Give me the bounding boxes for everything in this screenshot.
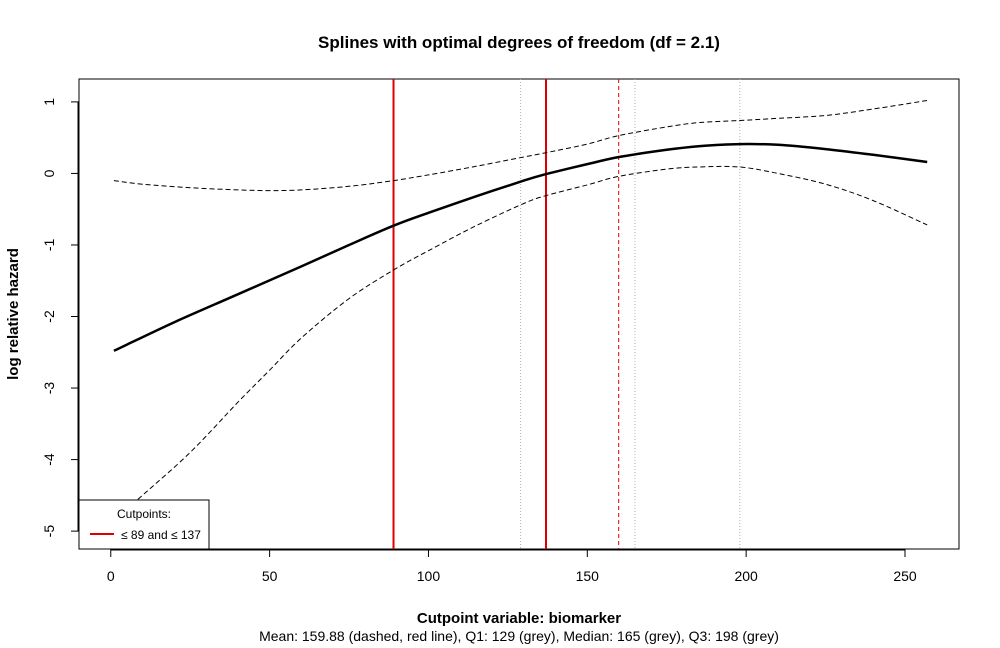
x-tick-label: 100 [417,568,441,584]
x-tick-label: 150 [576,568,600,584]
x-tick-label: 200 [734,568,758,584]
legend-title: Cutpoints: [117,507,171,521]
y-tick-label: -2 [41,310,57,323]
x-tick-label: 250 [893,568,917,584]
y-tick-label: 1 [41,98,57,106]
x-tick-label: 0 [107,568,115,584]
x-axis-subtitle: Mean: 159.88 (dashed, red line), Q1: 129… [259,628,779,644]
x-axis: 0 50 100 150 200 250 [107,549,917,584]
x-tick-label: 50 [262,568,278,584]
y-axis: 1 0 -1 -2 -3 -4 -5 [41,98,79,538]
confidence-band-line [113,100,928,192]
plot-frame [78,78,960,550]
cutpoint-lines [392,79,620,549]
chart-title: Splines with optimal degrees of freedom … [318,33,720,52]
x-axis-label: Cutpoint variable: biomarker [417,610,621,627]
y-tick-label: -5 [41,525,57,538]
legend-box [78,499,210,550]
y-tick-label: 0 [41,169,57,177]
legend-entry-label: ≤ 89 and ≤ 137 [121,528,201,542]
y-axis-label: log relative hazard [5,248,22,380]
series-group [113,100,928,521]
confidence-band-line [113,165,928,521]
legend: Cutpoints: ≤ 89 and ≤ 137 [78,499,210,550]
y-tick-label: -3 [41,382,57,395]
spline-estimate-line [113,142,928,352]
y-tick-label: -1 [41,239,57,252]
y-tick-label: -4 [41,453,57,466]
quartile-lines [520,79,741,549]
